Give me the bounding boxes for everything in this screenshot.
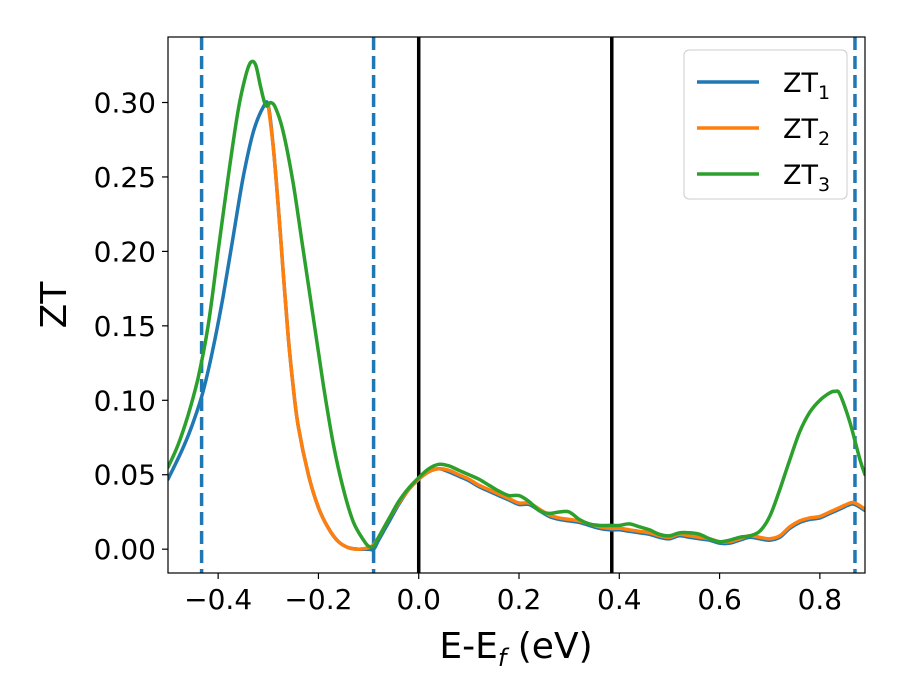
series-line-zt3 [168,59,865,549]
y-tick-label: 0.10 [94,384,156,417]
y-axis-ticks: 0.00 0.05 0.10 0.15 0.20 0.25 0.30 [94,87,168,566]
x-tick-label: 0.8 [798,583,843,616]
y-tick-label: 0.25 [94,161,156,194]
legend-box [683,49,848,200]
x-axis-label-main: E-E [439,626,497,667]
x-tick-label: 0.4 [597,583,642,616]
y-tick-label: 0.30 [94,87,156,120]
y-tick-label: 0.15 [94,310,156,343]
legend: ZT1 ZT2 ZT3 [683,49,848,200]
y-tick-label: 0.05 [94,459,156,492]
reference-vertical-lines [199,37,857,573]
legend-label-zt2: ZT2 [783,114,830,150]
x-tick-label: −0.4 [184,583,252,616]
y-tick-label: 0.20 [94,235,156,268]
legend-label-zt3: ZT3 [783,160,830,196]
x-tick-label: 0.0 [396,583,441,616]
y-axis-label: ZT [34,281,75,329]
y-tick-label: 0.00 [94,533,156,566]
series-lines [168,59,865,552]
x-tick-label: 0.6 [697,583,742,616]
x-tick-label: −0.2 [284,583,352,616]
x-axis-label-unit: (eV) [506,626,592,667]
x-axis-ticks: −0.4 −0.2 0.0 0.2 0.4 0.6 0.8 [184,573,842,616]
x-axis-label: E-Ef (eV) [439,626,592,672]
x-tick-label: 0.2 [497,583,542,616]
plot-area-frame [167,36,866,574]
legend-label-zt1: ZT1 [783,68,830,104]
